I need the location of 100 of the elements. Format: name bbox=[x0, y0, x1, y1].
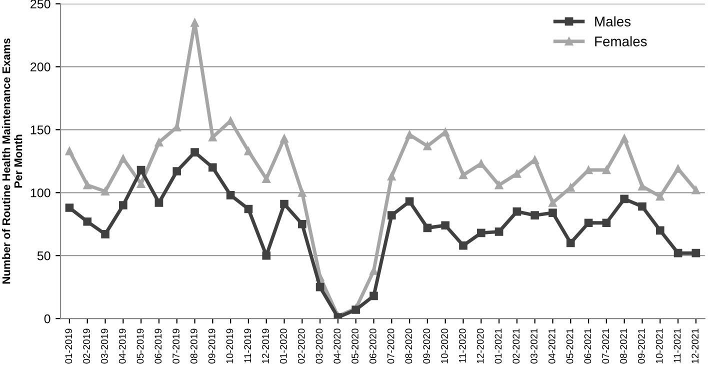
x-tick-label: 11-2021 bbox=[674, 328, 681, 363]
point bbox=[423, 142, 432, 150]
point bbox=[584, 218, 593, 228]
x-tick-label: 06-2019 bbox=[154, 328, 162, 364]
y-tick-label: 100 bbox=[30, 188, 50, 198]
point bbox=[262, 251, 271, 260]
x-tick-label: 05-2019 bbox=[136, 328, 144, 364]
y-tick-label: 200 bbox=[30, 62, 50, 72]
x-tick-label: 10-2019 bbox=[226, 328, 234, 364]
x-tick-label: 04-2021 bbox=[548, 328, 556, 364]
point bbox=[83, 217, 92, 226]
x-tick-label: 11-2020 bbox=[458, 328, 466, 363]
point bbox=[154, 198, 164, 207]
x-tick-label: 12-2019 bbox=[262, 328, 269, 364]
point bbox=[476, 160, 486, 168]
legend-label: Females bbox=[595, 36, 647, 46]
point bbox=[459, 241, 468, 250]
point bbox=[154, 138, 164, 146]
x-tick-label: 05-2021 bbox=[566, 328, 574, 364]
point bbox=[423, 224, 432, 232]
x-tick-label: 08-2019 bbox=[190, 328, 198, 364]
point bbox=[298, 220, 306, 228]
point bbox=[172, 167, 182, 176]
x-tick-label: 04-2020 bbox=[334, 328, 341, 364]
x-tick-label: 05-2020 bbox=[352, 328, 358, 364]
point bbox=[441, 221, 450, 230]
point bbox=[692, 186, 700, 194]
x-tick-label: 07-2019 bbox=[172, 328, 180, 364]
x-tick-label: 12-2020 bbox=[476, 328, 484, 364]
point bbox=[298, 188, 306, 197]
x-tick-label: 12-2021 bbox=[692, 328, 699, 364]
point bbox=[459, 170, 468, 180]
y-tick-label: 250 bbox=[30, 0, 50, 8]
x-tick-label: 09-2020 bbox=[423, 328, 430, 364]
x-tick-label: 07-2020 bbox=[387, 328, 394, 364]
point bbox=[602, 166, 611, 174]
point bbox=[101, 187, 110, 196]
point bbox=[620, 134, 628, 143]
point bbox=[674, 164, 682, 173]
point bbox=[136, 166, 146, 174]
point bbox=[370, 292, 378, 300]
point bbox=[602, 218, 611, 228]
point bbox=[136, 180, 146, 188]
legend-label: Males bbox=[595, 16, 631, 26]
x-tick-label: 03-2019 bbox=[100, 328, 108, 364]
x-tick-label: 07-2021 bbox=[602, 328, 610, 364]
x-tick-label: 02-2020 bbox=[298, 328, 305, 364]
point bbox=[190, 148, 199, 157]
point bbox=[119, 154, 128, 163]
y-tick-label: 0 bbox=[44, 314, 50, 324]
point bbox=[244, 204, 253, 214]
x-tick-label: 01-2021 bbox=[494, 328, 502, 364]
x-tick-label: 10-2020 bbox=[441, 328, 448, 364]
x-tick-label: 03-2021 bbox=[530, 328, 538, 364]
point bbox=[620, 194, 628, 204]
x-tick-label: 06-2020 bbox=[369, 328, 376, 364]
point bbox=[387, 172, 396, 180]
point bbox=[280, 134, 288, 143]
point bbox=[692, 248, 700, 258]
point bbox=[512, 207, 522, 216]
x-tick-label: 01-2020 bbox=[280, 328, 287, 364]
point bbox=[262, 174, 271, 183]
point bbox=[280, 200, 288, 208]
x-tick-label: 04-2019 bbox=[118, 328, 126, 364]
point bbox=[548, 198, 557, 207]
point bbox=[405, 130, 414, 139]
point bbox=[316, 282, 324, 292]
x-tick-label: 08-2021 bbox=[620, 328, 627, 364]
point bbox=[530, 211, 540, 220]
point bbox=[387, 211, 396, 220]
point bbox=[494, 180, 504, 190]
point bbox=[566, 238, 575, 248]
point bbox=[65, 146, 74, 156]
point bbox=[494, 228, 504, 236]
point bbox=[65, 204, 74, 212]
point bbox=[244, 146, 253, 156]
x-tick-label: 09-2021 bbox=[638, 328, 645, 364]
x-tick-label: 02-2019 bbox=[83, 328, 90, 364]
x-tick-label: 03-2020 bbox=[316, 328, 323, 364]
x-tick-label: 01-2019 bbox=[65, 328, 72, 364]
point bbox=[208, 163, 217, 172]
x-tick-label: 09-2019 bbox=[208, 328, 216, 364]
point bbox=[190, 18, 199, 27]
point bbox=[548, 208, 557, 217]
y-tick-label: 50 bbox=[37, 251, 50, 260]
point bbox=[512, 170, 522, 178]
point bbox=[83, 180, 92, 190]
point bbox=[656, 192, 664, 201]
point bbox=[638, 202, 646, 211]
x-tick-label: 11-2019 bbox=[244, 328, 252, 363]
point bbox=[656, 226, 664, 235]
point bbox=[119, 201, 128, 210]
y-axis-title: Number of Routine Health Maintenance Exams Per Month bbox=[2, 38, 22, 284]
x-tick-label: 06-2021 bbox=[584, 328, 592, 364]
y-tick-label: 150 bbox=[30, 125, 50, 134]
point bbox=[476, 228, 486, 238]
x-tick-label: 02-2021 bbox=[512, 328, 520, 364]
x-tick-label: 08-2020 bbox=[405, 328, 412, 364]
point bbox=[405, 197, 414, 206]
x-tick-label: 10-2021 bbox=[656, 328, 663, 364]
